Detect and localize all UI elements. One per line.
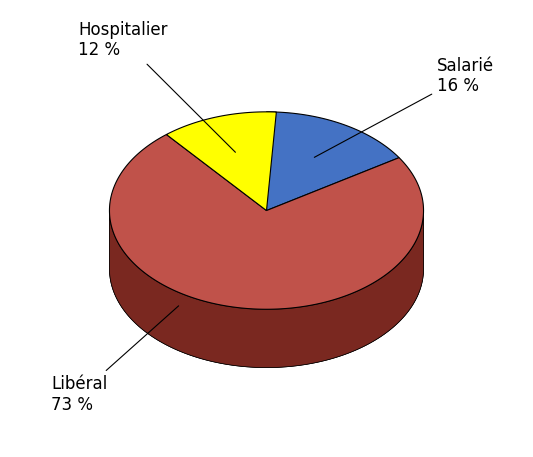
Polygon shape [109, 211, 424, 367]
Polygon shape [266, 112, 399, 211]
Text: Hospitalier
12 %: Hospitalier 12 % [78, 21, 236, 152]
Text: Salarié
16 %: Salarié 16 % [314, 57, 494, 157]
Polygon shape [109, 134, 424, 309]
Polygon shape [166, 112, 276, 211]
Polygon shape [109, 211, 424, 367]
Text: Libéral
73 %: Libéral 73 % [51, 306, 179, 414]
